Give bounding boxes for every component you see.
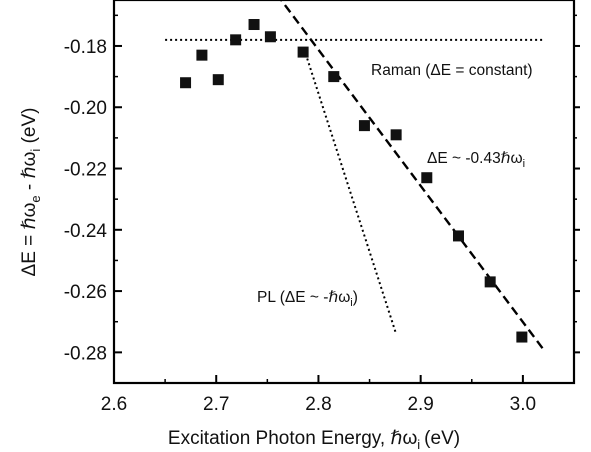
y-axis-title-sub1: e <box>28 195 43 202</box>
y-tick-label: -0.28 <box>64 343 107 364</box>
x-axis-title-main: Excitation Photon Energy, ℏω <box>168 428 418 449</box>
data-point <box>421 172 433 184</box>
y-axis-title: ΔE = ℏωe - ℏωi (eV) <box>19 108 43 277</box>
y-axis-title-unit: (eV) <box>19 108 40 149</box>
x-axis-ticks: 2.6 2.7 2.8 2.9 3.0 <box>101 375 536 415</box>
x-tick-label: 3.0 <box>510 394 536 415</box>
data-point <box>180 77 192 89</box>
x-tick-label: 2.9 <box>407 394 433 415</box>
data-point <box>264 31 276 43</box>
y-axis-ticks: -0.18 -0.20 -0.22 -0.24 -0.26 -0.28 <box>64 14 580 364</box>
y-tick-label: -0.18 <box>64 37 107 58</box>
data-point <box>390 129 402 141</box>
reference-lines <box>165 0 545 351</box>
data-point <box>248 19 260 31</box>
data-point <box>328 71 340 83</box>
annotation-pl-sub: i <box>350 297 352 309</box>
annotation-raman: Raman (ΔE = constant) <box>371 62 533 79</box>
data-points <box>180 19 528 343</box>
annotation-pl-main: PL (ΔE ~ -ℏω <box>257 289 350 306</box>
y-tick-label: -0.24 <box>64 221 108 242</box>
data-point <box>484 276 496 288</box>
x-tick-label: 2.7 <box>203 394 229 415</box>
data-point <box>212 74 224 86</box>
y-axis-title-sub2: i <box>28 149 43 152</box>
data-point <box>297 46 309 58</box>
annotation-pl-end: ) <box>353 289 358 306</box>
x-axis-title-sub: i <box>417 437 420 452</box>
data-point <box>196 49 208 61</box>
data-point <box>516 331 528 343</box>
annotation-slope-main: ΔE ~ -0.43ℏω <box>427 150 523 167</box>
x-tick-label: 2.6 <box>101 394 127 415</box>
y-tick-label: -0.20 <box>64 98 107 119</box>
y-axis-title-mid: - ℏω <box>19 151 40 195</box>
annotation-slope: ΔE ~ -0.43ℏωi <box>427 150 525 170</box>
data-point <box>230 34 242 46</box>
y-axis-title-main: ΔE = ℏω <box>19 202 40 276</box>
y-tick-label: -0.22 <box>64 160 107 181</box>
annotation-slope-sub: i <box>523 158 525 170</box>
plot-frame <box>112 0 576 385</box>
fit-line <box>279 0 545 351</box>
x-axis-title: Excitation Photon Energy, ℏωi (eV) <box>168 428 460 452</box>
data-point <box>452 230 464 242</box>
y-tick-label: -0.26 <box>64 282 107 303</box>
data-point <box>358 120 370 132</box>
x-axis-title-unit: (eV) <box>424 428 460 449</box>
annotation-pl: PL (ΔE ~ -ℏωi) <box>257 289 358 309</box>
x-tick-label: 2.8 <box>305 394 331 415</box>
